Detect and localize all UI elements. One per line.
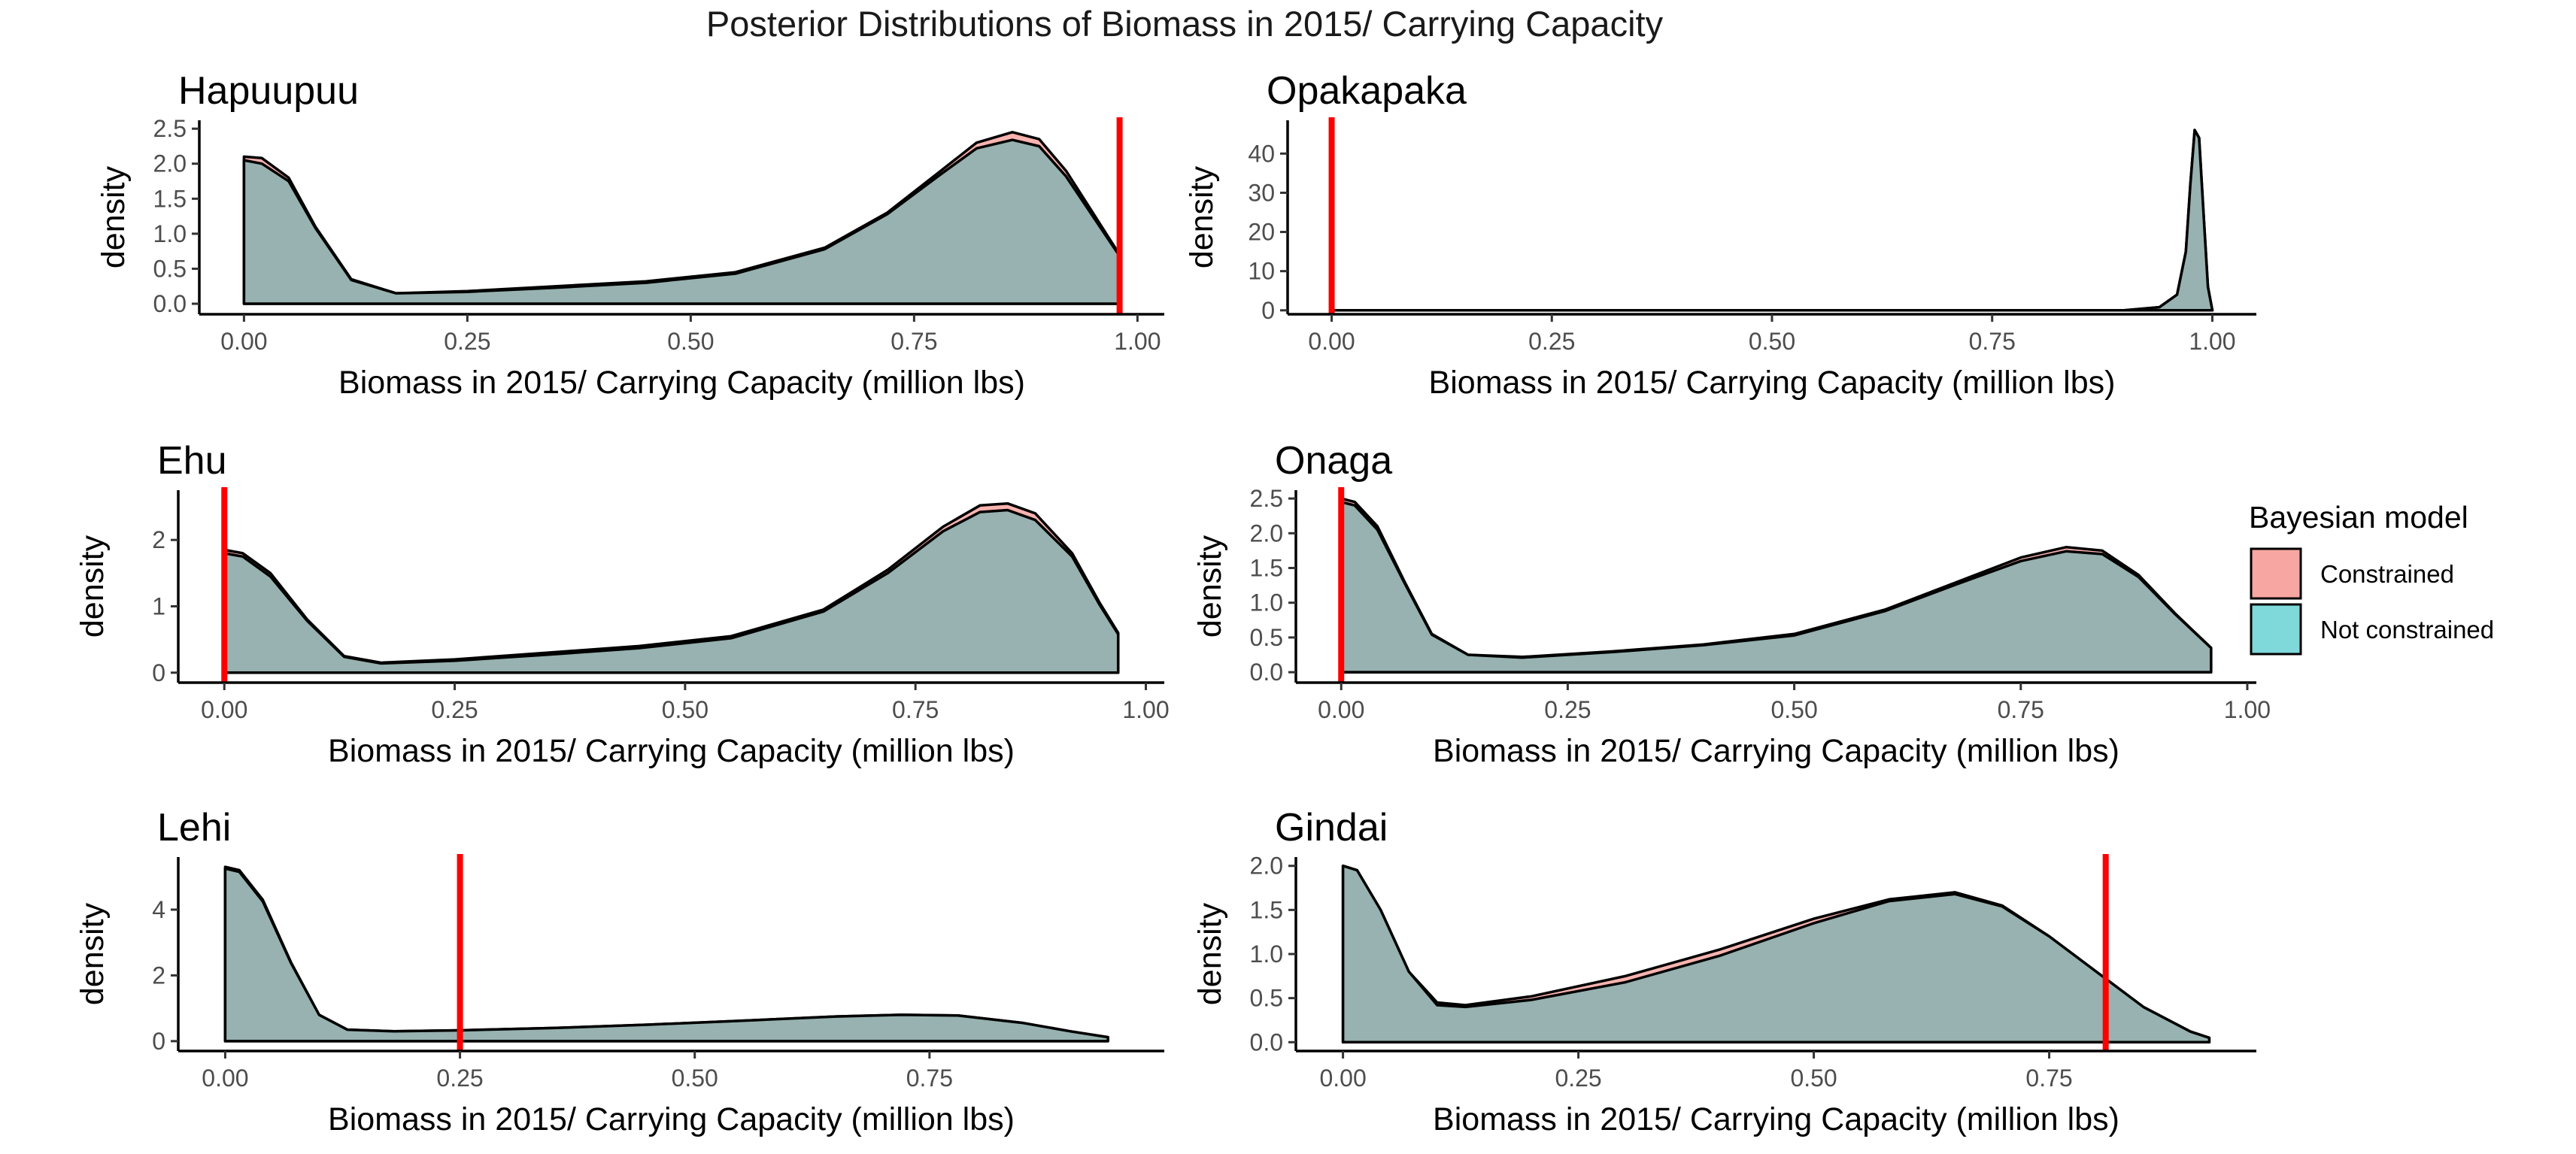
x-tick-label-onaga: 0.00 <box>1318 696 1364 723</box>
y-tick-label-gindai: 0.5 <box>1250 985 1283 1012</box>
x-tick-label-hapuupuu: 0.00 <box>220 328 267 355</box>
density-area-not-constrained-lehi <box>223 867 1109 1043</box>
y-tick-label-ehu: 1 <box>152 592 165 619</box>
density-area-not-constrained-gindai <box>1341 864 2211 1044</box>
panel-title-ehu: Ehu <box>157 439 227 483</box>
density-area-not-constrained-hapuupuu <box>242 138 1121 305</box>
x-tick-label-lehi: 0.75 <box>906 1065 953 1092</box>
x-tick-label-ehu: 0.50 <box>662 696 708 723</box>
x-tick-label-hapuupuu: 0.50 <box>667 328 714 355</box>
y-tick-label-onaga: 1.0 <box>1250 589 1283 616</box>
y-axis-title-hapuupuu: density <box>96 165 132 268</box>
y-tick-label-opakapaka: 10 <box>1248 258 1275 285</box>
y-tick-label-onaga: 2.0 <box>1250 519 1283 547</box>
x-tick-label-hapuupuu: 1.00 <box>1114 328 1161 355</box>
y-tick-label-opakapaka: 0 <box>1261 297 1275 324</box>
y-axis-title-lehi: density <box>74 902 111 1005</box>
y-tick-label-hapuupuu: 1.5 <box>153 185 187 212</box>
x-tick-label-lehi: 0.25 <box>436 1065 483 1092</box>
x-axis-title-ehu: Biomass in 2015/ Carrying Capacity (mill… <box>328 733 1015 769</box>
panel-opakapaka: Opakapaka 0.00 0.25 0.50 0.75 1.00 0 10 20 30 40 Bi… <box>1184 69 2256 401</box>
panel-title-onaga: Onaga <box>1275 439 1392 483</box>
y-axis-title-gindai: density <box>1192 902 1228 1005</box>
y-axis-title-ehu: density <box>74 535 111 638</box>
panel-lehi: Lehi 0.00 0.25 0.50 0.75 0 2 4 Biomass in 2015/ … <box>74 806 1164 1137</box>
y-tick-label-lehi: 4 <box>152 896 165 923</box>
panel-ehu: Ehu 0.00 0.25 0.50 0.75 1.00 0 1 2 Biomass in 201… <box>74 439 1170 769</box>
x-tick-label-onaga: 0.50 <box>1770 696 1817 723</box>
y-tick-label-onaga: 0.5 <box>1250 624 1283 651</box>
chart-title: Posterior Distributions of Biomass in 20… <box>706 4 1664 44</box>
panel-title-lehi: Lehi <box>157 806 231 850</box>
y-tick-label-opakapaka: 20 <box>1248 219 1275 246</box>
y-tick-label-gindai: 1.5 <box>1250 896 1283 923</box>
legend-key-not-constrained <box>2250 603 2302 656</box>
density-area-not-constrained-opakapaka <box>1330 129 2214 312</box>
x-tick-label-opakapaka: 0.25 <box>1528 328 1575 355</box>
y-axis-title-onaga: density <box>1192 535 1228 638</box>
panel-title-gindai: Gindai <box>1275 806 1388 850</box>
legend-label-not-constrained: Not constrained <box>2320 616 2494 644</box>
x-tick-label-opakapaka: 0.00 <box>1308 328 1355 355</box>
y-tick-label-hapuupuu: 2.0 <box>153 150 187 177</box>
x-tick-label-opakapaka: 0.50 <box>1749 328 1795 355</box>
y-tick-label-gindai: 1.0 <box>1250 940 1283 968</box>
y-tick-label-gindai: 2.0 <box>1250 853 1283 880</box>
legend: Bayesian model Constrained Not constrain… <box>2249 500 2494 656</box>
panel-title-opakapaka: Opakapaka <box>1267 69 1467 113</box>
panel-hapuupuu: Hapuupuu 0.00 0.25 0.50 0.75 1.00 0.0 0.5 1.0 1.5… <box>96 69 1164 401</box>
y-tick-label-ehu: 2 <box>152 526 165 553</box>
x-tick-label-lehi: 0.00 <box>202 1065 248 1092</box>
x-tick-label-ehu: 0.75 <box>892 696 939 723</box>
density-area-constrained-lehi <box>223 865 1109 1043</box>
x-tick-label-lehi: 0.50 <box>672 1065 718 1092</box>
panel-onaga: Onaga 0.00 0.25 0.50 0.75 1.00 0.0 0.5 1.0 1.5 2.0… <box>1192 439 2271 769</box>
x-axis-title-onaga: Biomass in 2015/ Carrying Capacity (mill… <box>1433 733 2119 769</box>
y-tick-label-hapuupuu: 0.5 <box>153 255 187 282</box>
x-axis-title-opakapaka: Biomass in 2015/ Carrying Capacity (mill… <box>1429 365 2116 401</box>
panel-gindai: Gindai 0.00 0.25 0.50 0.75 0.0 0.5 1.0 1.5 2.0 Bio… <box>1192 806 2256 1137</box>
y-tick-label-hapuupuu: 2.5 <box>153 115 187 142</box>
x-tick-label-opakapaka: 1.00 <box>2189 328 2235 355</box>
y-tick-label-opakapaka: 30 <box>1248 179 1275 206</box>
y-tick-label-opakapaka: 40 <box>1248 140 1275 167</box>
panel-title-hapuupuu: Hapuupuu <box>178 69 359 113</box>
y-tick-label-hapuupuu: 1.0 <box>153 220 187 247</box>
y-tick-label-hapuupuu: 0.0 <box>153 290 187 317</box>
legend-label-constrained: Constrained <box>2320 560 2454 588</box>
x-tick-label-gindai: 0.25 <box>1555 1065 1601 1092</box>
x-tick-label-hapuupuu: 0.75 <box>891 328 937 355</box>
y-tick-label-onaga: 1.5 <box>1250 555 1283 582</box>
y-tick-label-onaga: 0.0 <box>1250 659 1283 686</box>
y-axis-title-opakapaka: density <box>1184 165 1220 268</box>
legend-title: Bayesian model <box>2249 500 2468 535</box>
density-area-not-constrained-ehu <box>223 508 1120 674</box>
y-tick-label-onaga: 2.5 <box>1250 485 1283 512</box>
density-area-not-constrained-onaga <box>1340 500 2213 674</box>
y-tick-label-lehi: 2 <box>152 962 165 989</box>
x-tick-label-gindai: 0.75 <box>2025 1065 2072 1092</box>
x-tick-label-onaga: 1.00 <box>2224 696 2271 723</box>
y-tick-label-gindai: 0.0 <box>1250 1028 1283 1056</box>
legend-key-constrained <box>2250 547 2302 600</box>
x-tick-label-onaga: 0.75 <box>1998 696 2044 723</box>
y-tick-label-lehi: 0 <box>152 1028 165 1055</box>
x-tick-label-opakapaka: 0.75 <box>1969 328 2016 355</box>
y-tick-label-ehu: 0 <box>152 659 165 686</box>
x-tick-label-ehu: 0.25 <box>431 696 478 723</box>
x-axis-title-gindai: Biomass in 2015/ Carrying Capacity (mill… <box>1433 1101 2119 1137</box>
x-tick-label-onaga: 0.25 <box>1544 696 1591 723</box>
x-tick-label-gindai: 0.50 <box>1790 1065 1837 1092</box>
x-tick-label-ehu: 0.00 <box>201 696 247 723</box>
x-tick-label-gindai: 0.00 <box>1319 1065 1366 1092</box>
x-tick-label-ehu: 1.00 <box>1122 696 1169 723</box>
x-axis-title-hapuupuu: Biomass in 2015/ Carrying Capacity (mill… <box>338 365 1025 401</box>
x-tick-label-hapuupuu: 0.25 <box>444 328 490 355</box>
density-area-constrained-opakapaka <box>1330 129 2214 312</box>
x-axis-title-lehi: Biomass in 2015/ Carrying Capacity (mill… <box>328 1101 1015 1137</box>
